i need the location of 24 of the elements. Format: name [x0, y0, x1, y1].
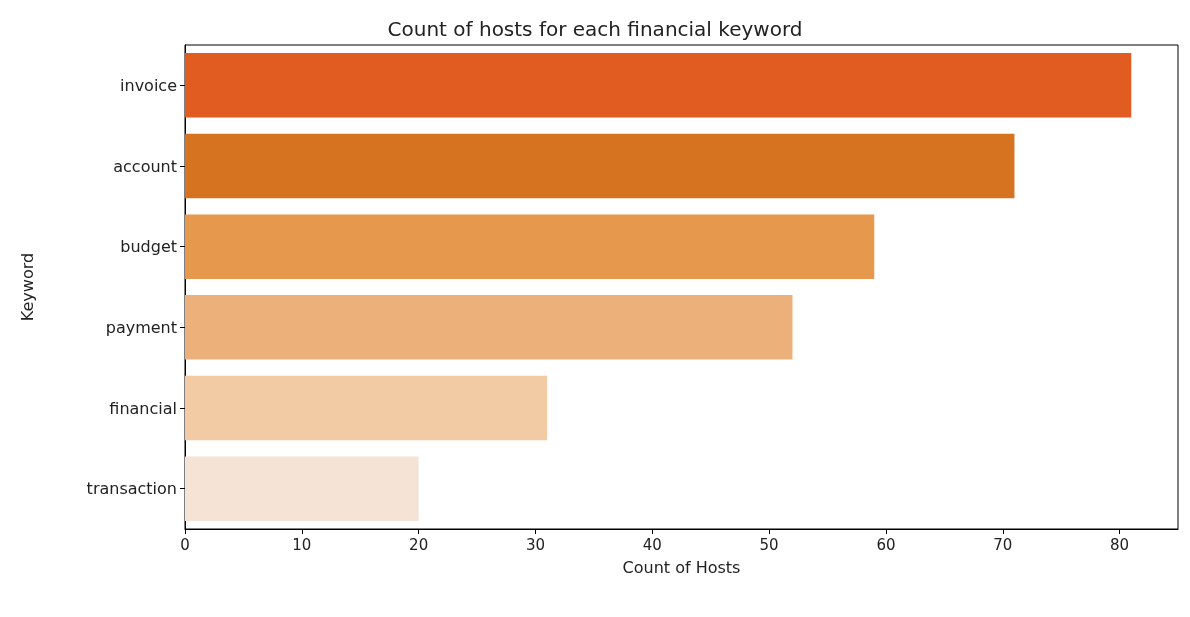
x-tick-label: 30	[525, 535, 546, 554]
y-tick-label: account	[113, 156, 177, 176]
x-tick-label: 20	[409, 535, 429, 554]
x-tick-label: 0	[180, 535, 190, 554]
x-tick-label: 80	[1110, 535, 1130, 554]
bar	[185, 214, 875, 279]
y-tick-label: invoice	[120, 75, 177, 95]
y-tick-label: financial	[109, 398, 177, 418]
x-tick-label: 60	[876, 535, 896, 554]
y-tick-label: transaction	[86, 479, 177, 499]
y-axis-title: Keyword	[17, 252, 37, 322]
bar	[185, 295, 793, 360]
bar	[185, 456, 419, 521]
x-axis-title: Count of Hosts	[622, 557, 741, 577]
y-tick-label: budget	[120, 237, 177, 257]
y-tick-label: payment	[105, 317, 177, 337]
x-tick-label: 40	[642, 535, 662, 554]
x-tick-label: 50	[759, 535, 779, 554]
bar	[185, 133, 1015, 199]
chart-title: Count of hosts for each financial keyword	[387, 17, 803, 41]
x-tick-label: 10	[292, 535, 312, 554]
bar	[185, 375, 548, 441]
bar	[185, 53, 1132, 118]
x-tick-label: 70	[993, 535, 1013, 554]
